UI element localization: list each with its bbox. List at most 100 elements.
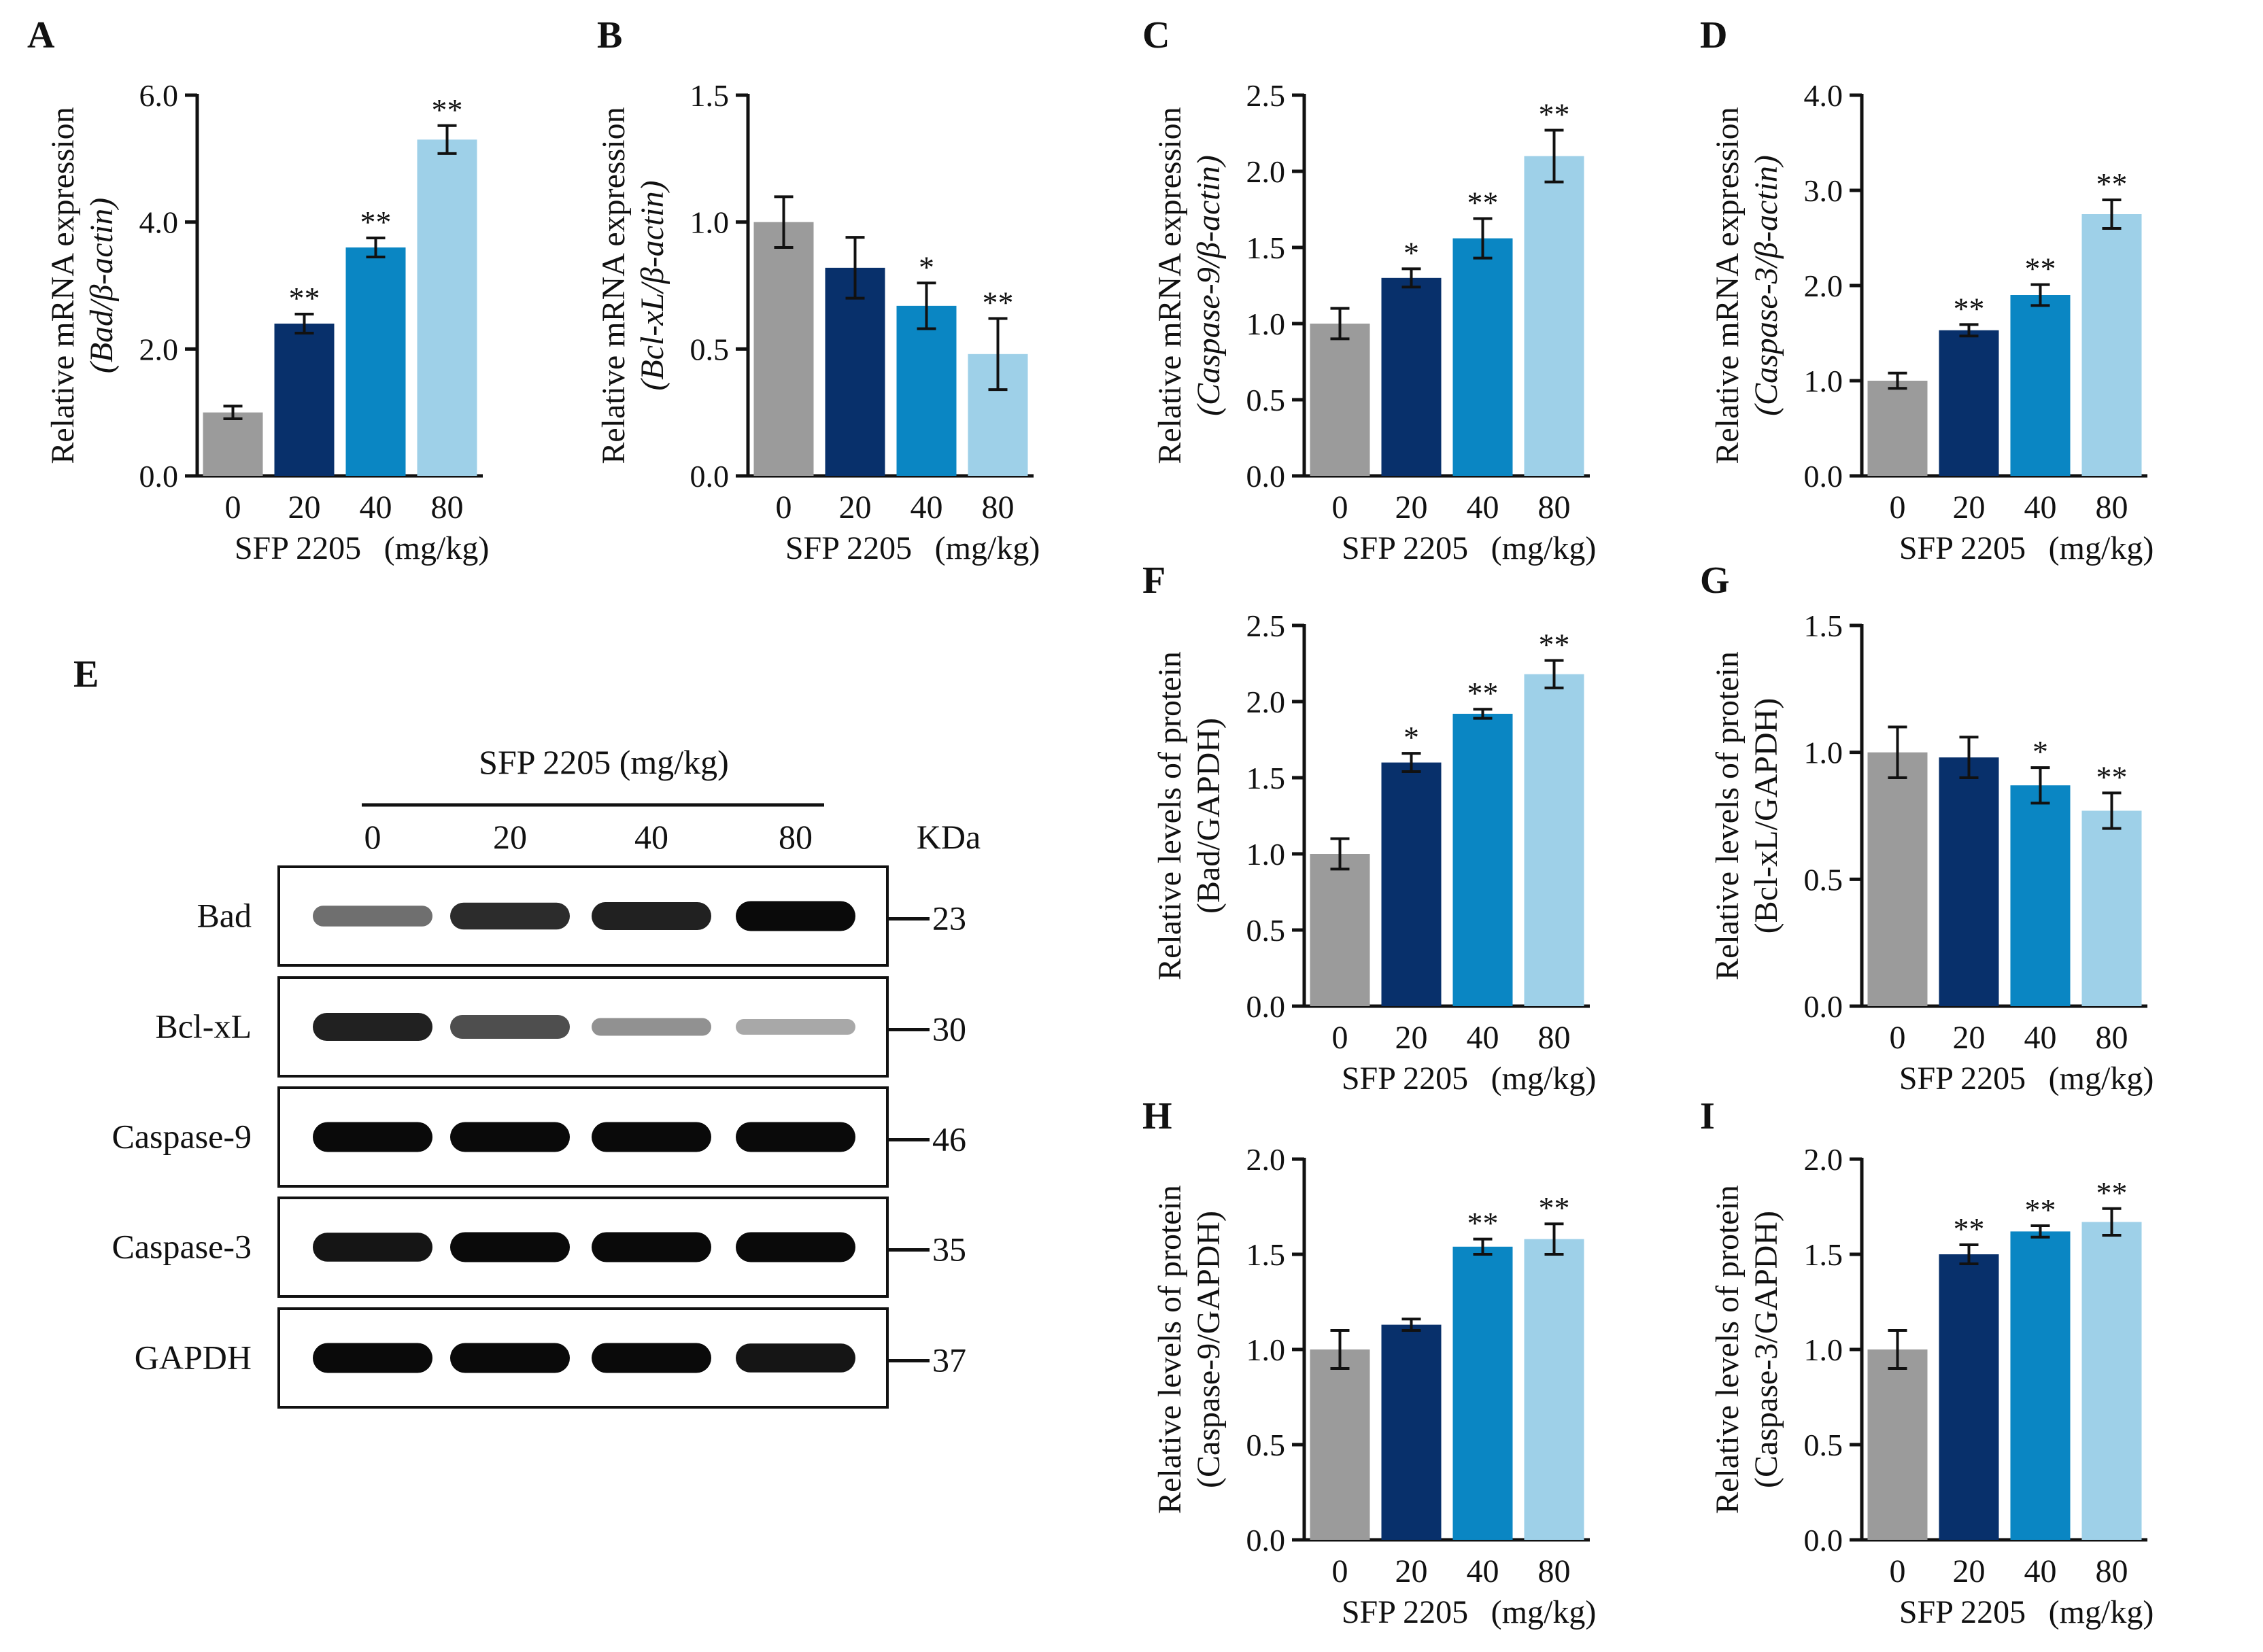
y-tick-label-c: 0.0	[1246, 459, 1286, 494]
y-tick-label-b: 0.0	[690, 459, 730, 494]
significance-g-40: *	[2032, 734, 2048, 769]
bar-c-20	[1381, 277, 1442, 476]
y-axis-subtitle-g: (Bcl-xL/GAPDH)	[1748, 698, 1784, 934]
significance-f-40: **	[1467, 676, 1499, 710]
y-axis-subtitle-a: (Bad/β-actin)	[84, 198, 120, 374]
y-tick-label-b: 0.5	[690, 332, 730, 366]
y-tick-label-i: 1.0	[1804, 1332, 1843, 1367]
bar-i-20	[1939, 1254, 1999, 1540]
kda-marker-label: 35	[932, 1231, 966, 1269]
bar-h-20	[1381, 1324, 1442, 1540]
x-tick-label-c: 40	[1467, 489, 1499, 526]
bar-d-40	[2010, 295, 2071, 476]
x-tick-label-h: 80	[1538, 1553, 1571, 1589]
x-axis-title-f: SFP 2205	[1342, 1061, 1468, 1097]
blot-row-gapdh: GAPDH 37	[135, 1307, 966, 1409]
x-axis-unit-f: (mg/kg)	[1491, 1061, 1597, 1097]
y-axis-subtitle-i: (Caspase-3/GAPDH)	[1748, 1211, 1784, 1488]
y-tick-label-i: 2.0	[1804, 1142, 1843, 1177]
bar-d-0	[1867, 381, 1928, 476]
panel-label-f: F	[1142, 560, 1165, 602]
x-tick-label-a: 20	[288, 489, 321, 526]
x-axis-title-b: SFP 2205	[785, 530, 912, 566]
blot-band	[736, 1019, 855, 1035]
blot-row-label: Caspase-9	[112, 1118, 252, 1156]
x-axis-unit-d: (mg/kg)	[2049, 530, 2154, 566]
chart-b: B 0.0 0.5 1.0 1.5 Relative mRNA expression (Bc…	[596, 14, 1040, 566]
y-tick-label-f: 1.0	[1246, 837, 1286, 872]
x-tick-label-i: 20	[1953, 1553, 1986, 1589]
blot-band	[592, 1018, 711, 1036]
blot-row-bad: Bad 23	[197, 865, 966, 967]
y-axis-title-g: Relative levels of protein	[1709, 651, 1746, 980]
significance-c-20: *	[1403, 235, 1419, 270]
y-axis-subtitle-h: (Caspase-9/GAPDH)	[1191, 1211, 1227, 1488]
bar-a-40	[345, 247, 406, 476]
blot-lane-labels: 0 20 40 80	[364, 818, 813, 856]
y-tick-label-d: 1.0	[1804, 364, 1843, 398]
blot-band	[592, 1122, 711, 1152]
bar-a-20	[274, 324, 335, 476]
x-axis-title-c: SFP 2205	[1342, 530, 1468, 566]
bar-g-80	[2081, 810, 2142, 1006]
bar-a-80	[417, 139, 477, 477]
x-axis-unit-h: (mg/kg)	[1491, 1594, 1597, 1630]
blot-band	[592, 1343, 711, 1373]
kda-marker-label: 23	[932, 899, 966, 937]
bar-d-20	[1939, 330, 1999, 476]
y-tick-label-h: 0.0	[1246, 1523, 1286, 1558]
x-tick-label-f: 80	[1538, 1020, 1571, 1056]
blot-rows: Bad 23 Bcl-xL 30 Caspase-9 46 Caspase-3 35 GAPDH…	[112, 865, 966, 1409]
blot-band	[736, 1122, 855, 1152]
x-tick-label-i: 0	[1890, 1553, 1906, 1589]
significance-i-20: **	[1954, 1211, 1985, 1246]
x-tick-label-f: 40	[1467, 1020, 1499, 1056]
x-tick-label-h: 0	[1332, 1553, 1348, 1589]
blot-row-caspase-9: Caspase-9 46	[112, 1086, 966, 1188]
y-tick-label-h: 0.5	[1246, 1428, 1286, 1462]
y-axis-title-i: Relative levels of protein	[1709, 1185, 1746, 1514]
y-tick-label-a: 4.0	[139, 205, 179, 240]
x-axis-unit-i: (mg/kg)	[2049, 1594, 2154, 1630]
blot-band	[736, 901, 855, 931]
y-axis-title-a: Relative mRNA expression	[45, 107, 81, 464]
panel-label-h: H	[1142, 1095, 1172, 1137]
bar-c-0	[1310, 324, 1370, 476]
x-tick-label-i: 40	[2024, 1553, 2057, 1589]
y-axis-subtitle-d: (Caspase-3/β-actin)	[1748, 155, 1784, 416]
bar-i-80	[2081, 1222, 2142, 1540]
significance-a-40: **	[360, 205, 392, 239]
blot-band	[592, 1232, 711, 1262]
significance-d-80: **	[2096, 167, 2128, 201]
y-tick-label-f: 0.0	[1246, 989, 1286, 1024]
y-tick-label-c: 2.5	[1246, 78, 1286, 113]
chart-i: I 0.0 0.5 1.0 1.5 2.0 Relative levels of prote…	[1700, 1095, 2154, 1630]
blot-band	[313, 1013, 432, 1041]
chart-c: C 0.0 0.5 1.0 1.5 2.0 2.5 Relative mRNA express…	[1142, 14, 1596, 566]
significance-h-80: **	[1539, 1190, 1570, 1225]
y-tick-label-b: 1.0	[690, 205, 730, 240]
blot-band	[736, 1343, 855, 1373]
blot-lane-label: 0	[364, 818, 381, 856]
x-tick-label-b: 40	[911, 489, 943, 526]
x-tick-label-a: 0	[225, 489, 241, 526]
blot-band	[450, 1343, 570, 1373]
x-axis-title-g: SFP 2205	[1899, 1061, 2026, 1097]
x-tick-label-g: 20	[1953, 1020, 1986, 1056]
y-tick-label-a: 6.0	[139, 78, 179, 113]
significance-d-20: **	[1954, 291, 1985, 326]
x-tick-label-f: 0	[1332, 1020, 1348, 1056]
bar-g-20	[1939, 757, 1999, 1006]
x-tick-label-d: 20	[1953, 489, 1986, 526]
y-axis-subtitle-c: (Caspase-9/β-actin)	[1191, 155, 1227, 416]
bar-b-0	[753, 222, 814, 476]
y-tick-label-f: 0.5	[1246, 913, 1286, 948]
bar-h-0	[1310, 1349, 1370, 1540]
x-axis-title-a: SFP 2205	[235, 530, 361, 566]
bar-i-0	[1867, 1349, 1928, 1540]
blot-row-label: Caspase-3	[112, 1228, 252, 1266]
y-tick-label-c: 2.0	[1246, 154, 1286, 189]
y-axis-subtitle-f: (Bad/GAPDH)	[1191, 718, 1227, 914]
x-axis-unit-c: (mg/kg)	[1491, 530, 1597, 566]
